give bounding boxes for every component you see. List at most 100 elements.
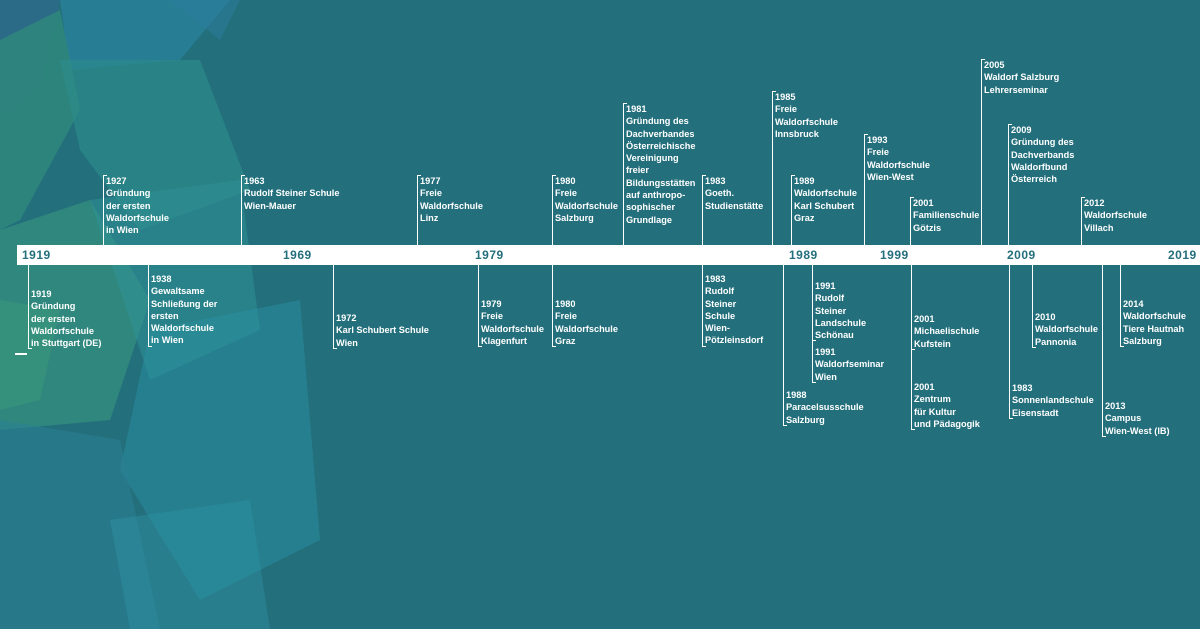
- event-year: 1977: [420, 176, 441, 186]
- event-stem: [1102, 265, 1103, 400]
- timeline-event-up-7: 1989 Waldorfschule Karl Schubert Graz: [791, 175, 857, 245]
- event-text-line: Steiner: [705, 298, 737, 309]
- event-stem: [1032, 265, 1033, 311]
- timeline-event-down-9: 2001 Michaelischule Kufstein: [911, 313, 979, 350]
- event-year: 1988: [786, 390, 807, 400]
- event-text-line: Salzburg: [1123, 335, 1162, 346]
- event-stem: [28, 265, 29, 288]
- event-text-line: Karl Schubert Schule: [336, 325, 429, 336]
- axis-year-1999: 1999: [880, 248, 909, 262]
- event-text-line: Gründung: [31, 301, 76, 312]
- event-stem: [333, 265, 334, 312]
- event-year: 2005: [984, 60, 1005, 70]
- event-text-line: in Stuttgart (DE): [31, 338, 102, 349]
- event-text-line: Waldorfschule: [1035, 324, 1098, 335]
- event-stem: [552, 265, 553, 298]
- event-stem: [1009, 265, 1010, 382]
- event-text-line: Waldorfschule: [555, 323, 618, 334]
- event-stem: [702, 265, 703, 273]
- event-text-line: Schließung der: [151, 298, 218, 309]
- event-year: 2001: [914, 314, 935, 324]
- event-year: 1981: [626, 104, 647, 114]
- timeline-event-up-2: 1977 Freie Waldorfschule Linz: [417, 175, 483, 245]
- event-text-line: Waldorfschule: [1123, 311, 1186, 322]
- event-text-line: Dachverbands: [1011, 149, 1075, 160]
- event-text-line: Bildungsstätten: [626, 177, 696, 188]
- axis-year-1989: 1989: [789, 248, 818, 262]
- event-text-line: Linz: [420, 212, 439, 223]
- event-text-line: Rudolf: [815, 293, 845, 304]
- event-year: 1938: [151, 274, 172, 284]
- event-text-line: Waldorfschule: [555, 200, 618, 211]
- start-marker: [15, 353, 27, 355]
- event-stem: [783, 265, 784, 389]
- timeline-event-down-11: 2010 Waldorfschule Pannonia: [1032, 311, 1098, 348]
- timeline-event-down-13: 2013 Campus Wien-West (IB): [1102, 400, 1170, 437]
- event-text-line: Waldorfschule: [775, 116, 838, 127]
- event-text-line: der ersten: [106, 200, 151, 211]
- timeline-event-down-14: 2014 Waldorfschule Tiere Hautnah Salzburg: [1120, 298, 1186, 348]
- event-text-line: Freie: [420, 188, 442, 199]
- event-text-line: Rudolf Steiner Schule: [244, 188, 340, 199]
- event-text-line: ersten: [151, 310, 179, 321]
- timeline-event-down-5: 1983 Rudolf Steiner Schule Wien- Pötzleinsdor…: [702, 273, 763, 347]
- event-text-line: Klagenfurt: [481, 335, 527, 346]
- event-text-line: sophischer: [626, 202, 676, 213]
- event-text-line: Waldorfschule: [867, 159, 930, 170]
- event-text-line: Pannonia: [1035, 336, 1077, 347]
- timeline-event-up-12: 2012 Waldorfschule Villach: [1081, 197, 1147, 245]
- event-stem: [911, 265, 912, 381]
- timeline-event-up-10: 2005 Waldorf Salzburg Lehrerseminar: [981, 59, 1059, 245]
- event-year: 1993: [867, 135, 888, 145]
- event-text-line: und Pädagogik: [914, 418, 980, 429]
- event-text-line: freier: [626, 165, 649, 176]
- event-year: 2013: [1105, 401, 1126, 411]
- event-text-line: Schule: [705, 310, 736, 321]
- event-text-line: Waldorfschule: [106, 212, 169, 223]
- timeline-event-down-4: 1980 Freie Waldorfschule Graz: [552, 298, 618, 348]
- event-text-line: Campus: [1105, 413, 1142, 424]
- event-text-line: Waldorf Salzburg: [984, 72, 1060, 83]
- event-text-line: Schönau: [815, 330, 854, 341]
- event-text-line: Salzburg: [555, 212, 594, 223]
- timeline-event-up-3: 1980 Freie Waldorfschule Salzburg: [552, 175, 618, 245]
- event-year: 1980: [555, 299, 576, 309]
- event-text-line: Grundlage: [626, 214, 672, 225]
- event-text-line: Landschule: [815, 317, 867, 328]
- event-text-line: Waldorfschule: [481, 323, 544, 334]
- event-year: 1983: [705, 274, 726, 284]
- event-year: 1980: [555, 176, 576, 186]
- event-stem: [1120, 265, 1121, 298]
- event-text-line: Waldorfschule: [794, 188, 857, 199]
- event-text-line: Waldorfschule: [151, 323, 214, 334]
- event-text-line: Gründung des: [1011, 137, 1074, 148]
- timeline-event-down-10: 2001 Zentrum für Kultur und Pädagogik: [911, 381, 980, 431]
- event-year: 1991: [815, 281, 836, 291]
- axis-year-2019: 2019: [1168, 248, 1197, 262]
- event-stem: [478, 265, 479, 298]
- event-year: 1985: [775, 92, 796, 102]
- event-text-line: Österreich: [1011, 174, 1057, 185]
- timeline-event-down-6: 1988 Paracelsusschule Salzburg: [783, 389, 864, 426]
- event-text-line: Graz: [555, 335, 576, 346]
- timeline-event-down-8: 1991 Waldorfseminar Wien: [812, 346, 884, 383]
- event-text-line: Goeth.: [705, 188, 735, 199]
- timeline-event-up-8: 1993 Freie Waldorfschule Wien-West: [864, 134, 930, 245]
- timeline-bar: [17, 245, 1200, 265]
- timeline-event-up-4: 1981 Gründung des Dachverbandes Österreichi…: [623, 103, 695, 245]
- event-text-line: Zentrum: [914, 394, 951, 405]
- event-year: 1927: [106, 176, 127, 186]
- event-year: 2010: [1035, 312, 1056, 322]
- event-text-line: Karl Schubert: [794, 200, 855, 211]
- event-text-line: Familienschule: [913, 210, 980, 221]
- event-text-line: Freie: [481, 311, 503, 322]
- event-text-line: Wien-Mauer: [244, 200, 296, 211]
- event-text-line: Österreichische: [626, 140, 696, 151]
- event-text-line: Dachverbandes: [626, 128, 695, 139]
- event-year: 1919: [31, 289, 52, 299]
- event-text-line: in Wien: [106, 225, 139, 236]
- event-text-line: Michaelischule: [914, 326, 980, 337]
- event-text-line: in Wien: [151, 335, 184, 346]
- event-text-line: Eisenstadt: [1012, 407, 1059, 418]
